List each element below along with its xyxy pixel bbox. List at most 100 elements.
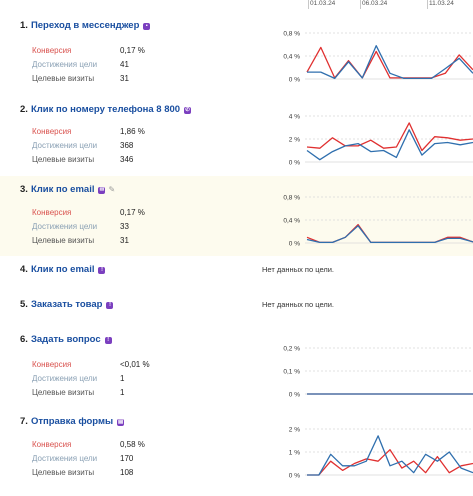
date-label: 01.03.24	[310, 0, 336, 7]
y-tick-label: 0,4 %	[283, 218, 300, 225]
phone-icon: ✆	[184, 107, 192, 114]
date-tick	[360, 0, 361, 9]
metric-label: Целевые визиты	[32, 155, 95, 164]
metric-value: 0,17 %	[120, 46, 145, 55]
goal-row: 3. Клик по email ✉ ✎ Конверсия 0,17 % Достиж…	[0, 176, 473, 256]
y-tick-label: 0,8 %	[283, 195, 300, 202]
goal-row: 5. Заказать товар! Нет данных по цели.	[0, 291, 473, 331]
metric-value: <0,01 %	[120, 360, 150, 369]
goal-name-link[interactable]: Клик по email	[30, 264, 95, 275]
goal-number: 7.	[20, 416, 28, 427]
metric-label: Достижения цели	[32, 454, 98, 463]
no-data-message: Нет данных по цели.	[262, 300, 335, 309]
goal-number: 6.	[20, 334, 28, 345]
goal-title: 4. Клик по email!	[20, 264, 106, 275]
goal-name-link[interactable]: Задать вопрос	[30, 334, 101, 345]
metric-label: Достижения цели	[32, 374, 98, 383]
metric-label: Целевые визиты	[32, 388, 95, 397]
goal-number: 4.	[20, 264, 28, 275]
metric-value: 41	[120, 60, 129, 69]
goal-number: 1.	[20, 20, 28, 31]
metric-value: 346	[120, 155, 134, 164]
metric-value: 1	[120, 374, 125, 383]
y-tick-label: 0 %	[289, 241, 300, 248]
metric-label: Конверсия	[32, 360, 72, 369]
goal-name-link[interactable]: Переход в мессенджер	[30, 20, 140, 31]
metric-label: Конверсия	[32, 440, 72, 449]
form-icon: ▤	[117, 419, 125, 426]
metric-label: Конверсия	[32, 46, 72, 55]
info-icon: !	[98, 267, 106, 274]
date-tick	[308, 0, 309, 9]
goal-number: 2.	[20, 104, 28, 115]
metric-label: Достижения цели	[32, 141, 98, 150]
series-line	[307, 449, 473, 476]
y-tick-label: 0 %	[289, 160, 300, 167]
metric-value: 31	[120, 74, 129, 83]
goal-chart: 2 % 1 % 0 %	[289, 427, 473, 480]
goal-row: 4. Клик по email! Нет данных по цели.	[0, 256, 473, 292]
metric-label: Конверсия	[32, 127, 72, 136]
metric-value: 1	[120, 388, 125, 397]
goal-row: 2. Клик по номеру телефона 8 800 ✆ Конверс…	[0, 96, 473, 176]
y-tick-label: 2 %	[289, 137, 300, 144]
goal-chart: 0,8 % 0,4 % 0 %	[283, 31, 473, 84]
email-icon: ✉	[98, 187, 106, 194]
y-tick-label: 2 %	[289, 427, 300, 434]
goal-row: 1. Переход в мессенджер ▪ Конверсия 0,17 % …	[0, 12, 473, 98]
metric-label: Достижения цели	[32, 222, 98, 231]
series-line	[307, 435, 473, 476]
metric-value: 0,17 %	[120, 208, 145, 217]
goal-title: 3. Клик по email ✉ ✎	[20, 184, 115, 195]
info-icon: !	[106, 302, 114, 309]
goal-name-link[interactable]: Заказать товар	[30, 299, 103, 310]
series-line	[306, 129, 473, 161]
date-label: 06.03.24	[362, 0, 388, 7]
y-tick-label: 0,2 %	[283, 346, 300, 353]
y-tick-label: 0,8 %	[283, 31, 300, 38]
metric-label: Конверсия	[32, 208, 72, 217]
series-line	[306, 225, 473, 244]
goal-number: 5.	[20, 299, 28, 310]
metric-value: 170	[120, 454, 134, 463]
pencil-icon[interactable]: ✎	[108, 185, 116, 194]
y-tick-label: 0 %	[289, 392, 300, 399]
timeline-header: 01.03.24 06.03.24 11.03.24	[300, 0, 473, 9]
metric-value: 368	[120, 141, 134, 150]
y-tick-label: 0,4 %	[283, 54, 300, 61]
info-icon: !	[104, 337, 112, 344]
goal-chart: 0,2 % 0,1 % 0 %	[283, 346, 473, 399]
messenger-icon: ▪	[143, 23, 151, 30]
goal-title: 6. Задать вопрос!	[20, 334, 112, 345]
y-tick-label: 0,1 %	[283, 369, 300, 376]
goal-title: 5. Заказать товар!	[20, 299, 114, 310]
goal-title: 7. Отправка формы ▤	[20, 416, 125, 427]
goal-title: 1. Переход в мессенджер ▪	[20, 20, 151, 31]
metric-value: 1,86 %	[120, 127, 145, 136]
metric-label: Целевые визиты	[32, 236, 95, 245]
goal-name-link[interactable]: Отправка формы	[30, 416, 114, 427]
goal-row: 7. Отправка формы ▤ Конверсия 0,58 % Достиж…	[0, 408, 473, 496]
y-tick-label: 4 %	[289, 114, 300, 121]
metric-label: Целевые визиты	[32, 468, 95, 477]
metric-value: 0,58 %	[120, 440, 145, 449]
metric-label: Целевые визиты	[32, 74, 95, 83]
series-line	[307, 45, 473, 80]
date-label: 11.03.24	[429, 0, 454, 7]
goal-chart: 4 % 2 % 0 %	[289, 114, 473, 167]
metric-value: 31	[120, 236, 129, 245]
goal-row: 6. Задать вопрос! Конверсия <0,01 % Достиж…	[0, 326, 473, 410]
metric-value: 33	[120, 222, 129, 231]
goal-name-link[interactable]: Клик по номеру телефона 8 800	[30, 104, 181, 115]
date-tick	[427, 0, 428, 9]
y-tick-label: 1 %	[289, 450, 300, 457]
metric-value: 108	[120, 468, 134, 477]
metric-label: Достижения цели	[32, 60, 98, 69]
y-tick-label: 0 %	[289, 473, 300, 480]
goal-number: 3.	[20, 184, 28, 195]
goal-title: 2. Клик по номеру телефона 8 800 ✆	[20, 104, 192, 115]
y-tick-label: 0 %	[289, 77, 300, 84]
series-line	[306, 223, 473, 244]
goal-chart: 0,8 % 0,4 % 0 %	[283, 195, 473, 248]
goal-name-link[interactable]: Клик по email	[30, 184, 95, 195]
